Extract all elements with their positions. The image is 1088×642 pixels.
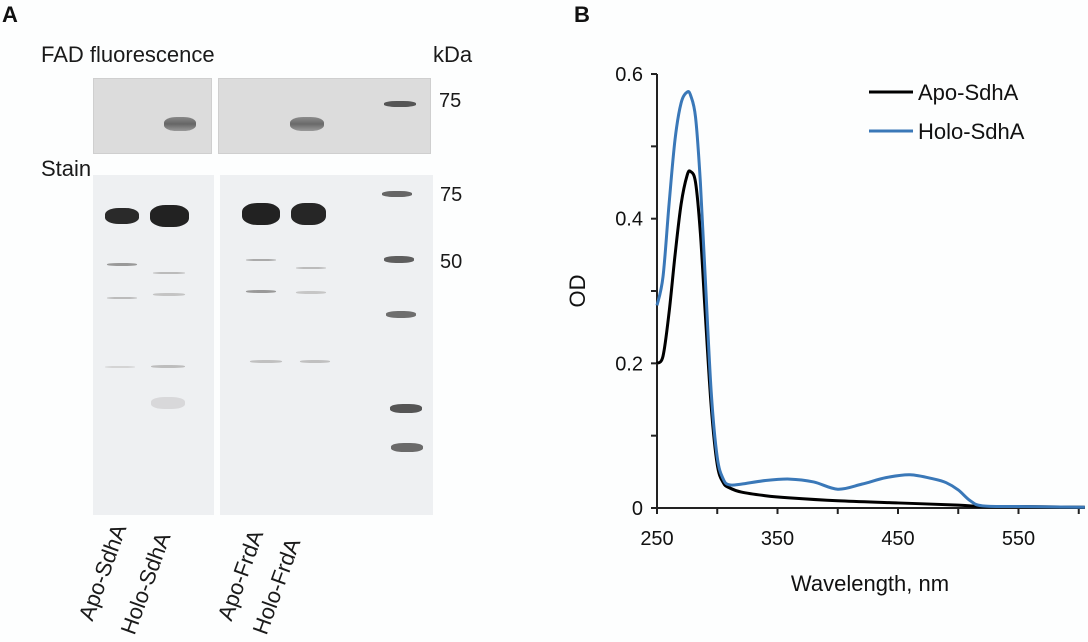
holo-sdha-fluor-band [164, 117, 196, 131]
legend-label: Apo-SdhA [918, 80, 1019, 105]
apo-frda-minor-band [246, 259, 276, 261]
marker-band [391, 443, 423, 452]
chart-series [655, 90, 1085, 509]
apo-sdha-minor-band [107, 297, 137, 299]
legend-label: Holo-SdhA [918, 119, 1025, 144]
apo-frda-minor-band [246, 290, 276, 293]
holo-frda-minor-band [296, 267, 326, 269]
holo-frda-main-band [291, 203, 326, 225]
holo-sdha-smear [151, 397, 185, 409]
x-tick-label: 450 [881, 528, 914, 550]
stain-marker-50: 50 [440, 251, 463, 273]
x-tick-label: 250 [640, 528, 673, 550]
apo-sdha-minor-band [107, 263, 137, 266]
stain-marker-75: 75 [440, 184, 463, 206]
y-tick-label: 0.2 [615, 353, 643, 375]
holo-frda-minor-band [300, 360, 330, 363]
holo-sdha-minor-band [153, 293, 185, 296]
holo-sdha-main-band [150, 205, 189, 227]
series-line-apo-sdha [655, 169, 1085, 509]
y-tick-label: 0.4 [615, 209, 643, 231]
marker-band [390, 404, 422, 413]
marker-75-fluor-band [384, 101, 416, 107]
fluorescence-gel-right [218, 78, 431, 154]
marker-band [386, 311, 416, 318]
y-axis-label: OD [565, 275, 590, 308]
apo-sdha-main-band [105, 208, 139, 224]
series-line-holo-sdha [655, 90, 1085, 509]
y-tick-label: 0 [632, 498, 643, 520]
apo-frda-main-band [242, 203, 280, 225]
marker-band-75 [382, 191, 412, 197]
panel-a-letter: A [2, 2, 18, 27]
apo-sdha-minor-band [105, 366, 135, 368]
holo-frda-minor-band [296, 291, 326, 294]
fluorescence-gel-left [93, 78, 212, 154]
chart-legend: Apo-SdhA Holo-SdhA [869, 80, 1025, 144]
stain-gel-left [93, 175, 214, 515]
panel-b-letter: B [574, 2, 590, 27]
x-tick-label: 350 [761, 528, 794, 550]
holo-frda-fluor-band [290, 117, 324, 131]
apo-frda-minor-band [250, 360, 282, 363]
kda-label: kDa [433, 42, 473, 67]
stain-gel-right [220, 175, 433, 515]
fluor-marker-75: 75 [439, 90, 462, 112]
holo-sdha-minor-band [153, 272, 185, 274]
x-tick-label: 550 [1002, 528, 1035, 550]
tick-labels: 0 0.2 0.4 0.6 250 350 450 550 [615, 64, 1035, 550]
stain-label: Stain [41, 156, 92, 181]
y-tick-label: 0.6 [615, 64, 643, 86]
fad-fluorescence-label: FAD fluorescence [41, 42, 215, 67]
x-axis-label: Wavelength, nm [791, 571, 949, 596]
holo-sdha-minor-band [151, 365, 185, 368]
marker-band-50 [384, 256, 414, 263]
